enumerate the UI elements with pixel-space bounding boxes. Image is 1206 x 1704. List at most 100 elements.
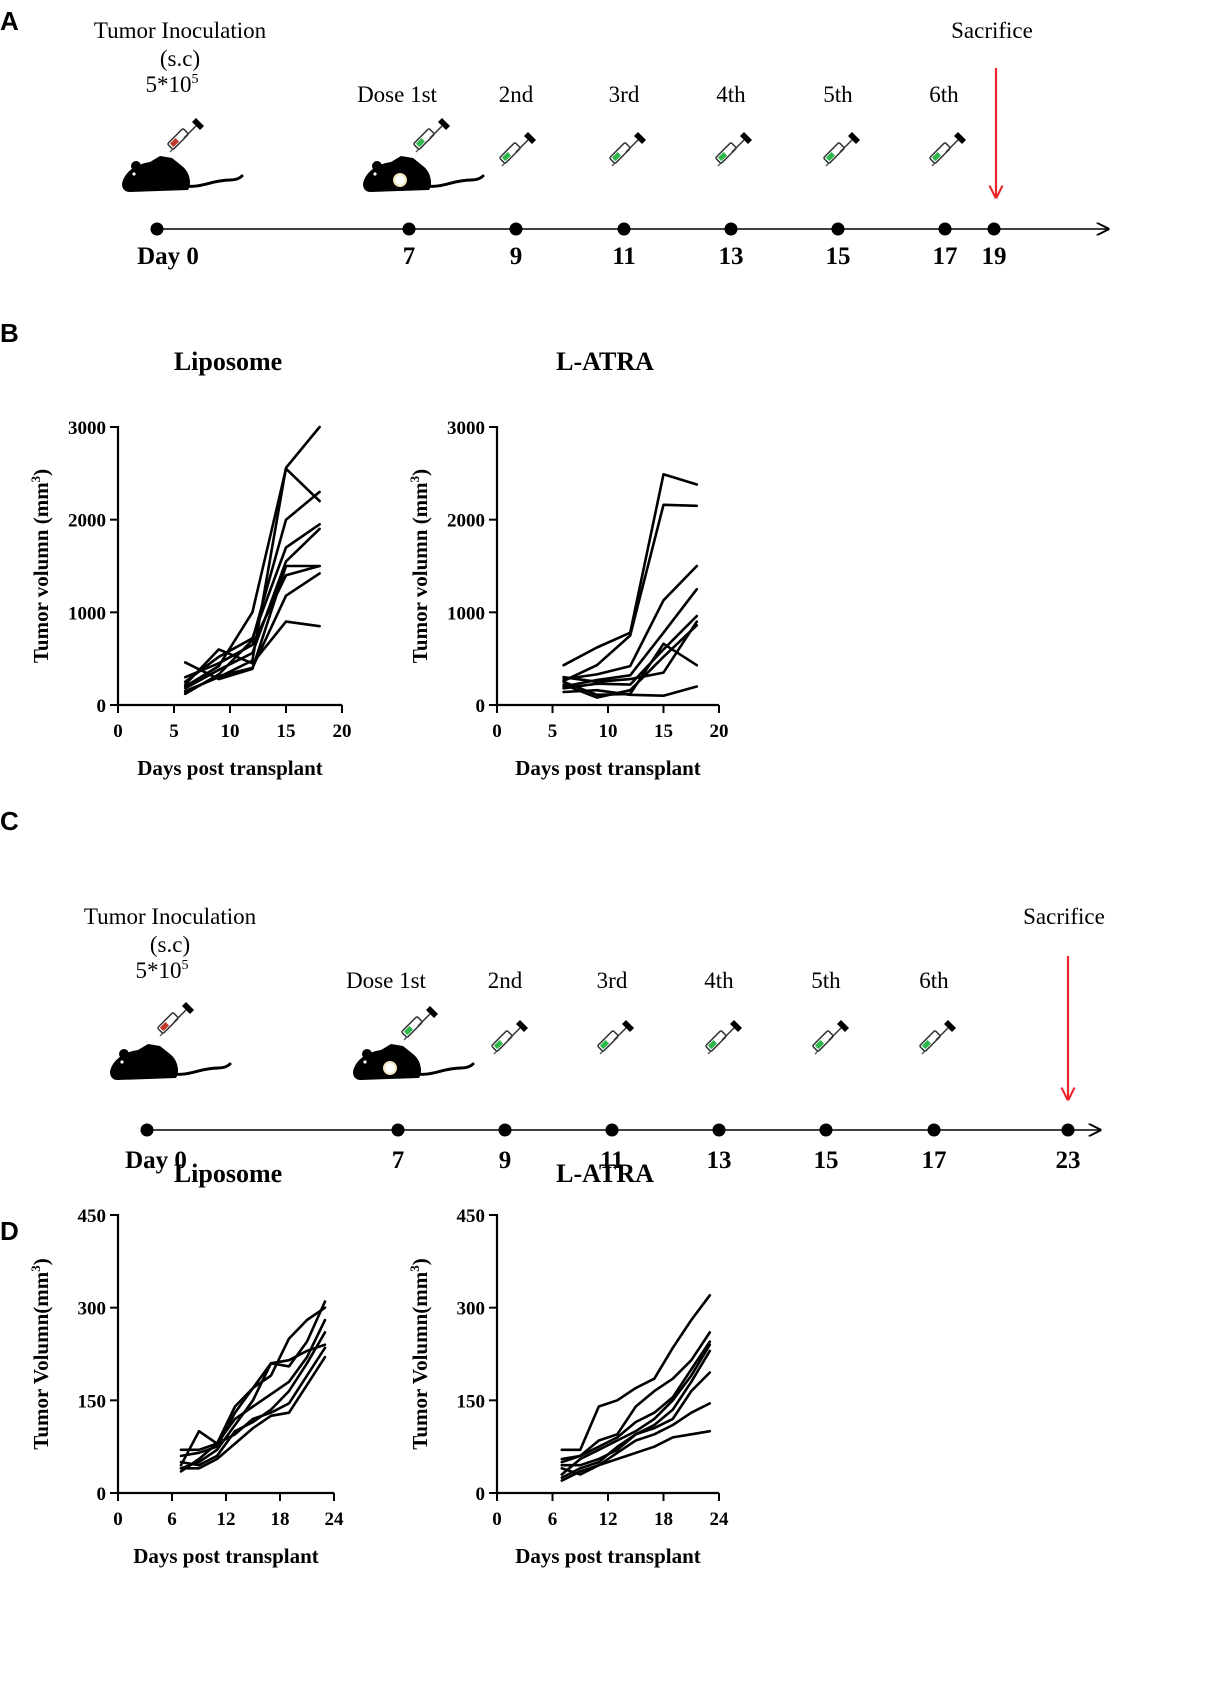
syringe-icon <box>596 1019 635 1055</box>
syringe-icon <box>928 131 967 167</box>
series-line-m4 <box>560 1343 712 1476</box>
chart-title: L-ATRA <box>556 1159 654 1188</box>
dose-label-2: 2nd <box>499 82 534 107</box>
timeline-dot <box>498 1123 512 1137</box>
panel-letter-c: C <box>0 806 19 836</box>
day-label: 11 <box>600 1147 624 1174</box>
series-line-m8 <box>183 572 321 694</box>
series-line-m3 <box>179 1343 327 1470</box>
timeline-dot <box>140 1123 154 1137</box>
timeline-dot <box>987 222 1001 236</box>
y-tick-label: 0 <box>97 1484 107 1505</box>
dose-label-5: 5th <box>811 968 841 993</box>
series-line-m1 <box>560 1294 712 1452</box>
x-tick-label: 12 <box>599 1509 618 1530</box>
timeline-dot <box>391 1123 405 1137</box>
series-line-m2 <box>560 1331 712 1461</box>
dose-label-4: 4th <box>716 82 746 107</box>
x-tick-label: 5 <box>169 721 179 742</box>
mouse-icon <box>108 1042 232 1082</box>
syringe-icon <box>490 1019 529 1055</box>
syringe-icon <box>714 131 753 167</box>
syringe-icon <box>811 1019 850 1055</box>
inoculation-base: 5*10 <box>146 72 192 97</box>
series-line-m4 <box>562 587 699 688</box>
inoculation-line1: Tumor Inoculation <box>94 18 267 43</box>
x-tick-label: 20 <box>710 721 729 742</box>
y-axis-label-main: Tumor Volumn(mm <box>408 1271 432 1449</box>
dose-label-1: Dose 1st <box>357 82 437 107</box>
chart-latra-b: L-ATRA 0 1000 2000 3000 0 5 10 15 20 Days post tra… <box>407 347 729 780</box>
timeline-dot <box>605 1123 619 1137</box>
series-line-m4 <box>183 522 321 684</box>
x-tick-label: 5 <box>548 721 558 742</box>
dose-label-5: 5th <box>823 82 853 107</box>
panel-letter-a: A <box>0 6 19 36</box>
series-line-m9 <box>183 620 321 686</box>
day-label: 13 <box>707 1147 732 1174</box>
y-tick-label: 300 <box>457 1299 486 1320</box>
timeline-dot <box>724 222 738 236</box>
dose-label-6: 6th <box>929 82 959 107</box>
dose-label-6: 6th <box>919 968 949 993</box>
series-line-m9 <box>562 623 699 699</box>
tumor-mark <box>393 173 407 187</box>
y-tick-label: 450 <box>457 1206 486 1227</box>
x-tick-label: 12 <box>217 1509 236 1530</box>
x-axis-label: Days post transplant <box>137 756 323 780</box>
dose-label-3: 3rd <box>597 968 628 993</box>
inoculation-line2: (s.c) <box>160 46 200 71</box>
x-tick-label: 0 <box>492 721 502 742</box>
y-axis-label-tail: ) <box>408 469 432 476</box>
x-tick-label: 10 <box>599 721 618 742</box>
day-label: 17 <box>922 1147 947 1174</box>
y-tick-label: 3000 <box>447 418 485 439</box>
series-line-m5 <box>179 1331 327 1467</box>
y-axis-label-sup: 3 <box>28 475 43 482</box>
mouse-icon <box>351 1042 475 1082</box>
y-tick-label: 2000 <box>68 511 106 532</box>
y-axis-label-sup: 3 <box>407 475 422 482</box>
y-axis-label: Tumor volumn (mm3) <box>407 469 432 663</box>
sacrifice-label: Sacrifice <box>951 18 1033 43</box>
timeline-dot <box>819 1123 833 1137</box>
series-line-m3 <box>562 564 699 681</box>
x-tick-label: 15 <box>277 721 296 742</box>
x-axis-label: Days post transplant <box>515 756 701 780</box>
timeline-dot <box>712 1123 726 1137</box>
y-tick-label: 1000 <box>447 603 485 624</box>
series-line-m6 <box>560 1371 712 1479</box>
series-line-m8 <box>562 685 699 698</box>
syringe-icon <box>412 117 451 153</box>
series-line-m8 <box>560 1429 712 1482</box>
x-tick-label: 24 <box>710 1509 730 1530</box>
inoculation-exponent: 5 <box>192 72 199 87</box>
y-axis-label-main: Tumor Volumn(mm <box>29 1271 53 1449</box>
y-axis-label-sup: 3 <box>28 1265 43 1272</box>
x-tick-label: 20 <box>333 721 352 742</box>
y-axis-label-main: Tumor volumn (mm <box>408 482 432 663</box>
syringe-icon <box>498 131 537 167</box>
timeline-dot <box>938 222 952 236</box>
panel-a: A Tumor Inoculation (s.c) 5*105 Dose 1st… <box>0 6 1108 270</box>
y-tick-label: 450 <box>78 1206 107 1227</box>
timeline-dot <box>150 222 164 236</box>
y-tick-label: 0 <box>97 696 107 717</box>
day-label: 7 <box>403 243 416 270</box>
series-line-m7 <box>562 620 699 684</box>
chart-liposome-b: Liposome 0 1000 2000 3000 0 5 10 15 20 Days post t… <box>28 347 352 780</box>
syringe-icon <box>704 1019 743 1055</box>
chart-liposome-d: Liposome 0 150 300 450 0 6 12 18 24 Days post tran… <box>28 1159 344 1568</box>
timeline-dot <box>831 222 845 236</box>
day-label: Day 0 <box>137 243 199 270</box>
x-axis-label: Days post transplant <box>515 1544 701 1568</box>
day-label: 17 <box>933 243 958 270</box>
mouse-icon <box>120 154 244 194</box>
x-tick-label: 6 <box>167 1509 177 1530</box>
series-line-m5 <box>562 614 699 690</box>
timeline-dot <box>927 1123 941 1137</box>
chart-title: L-ATRA <box>556 347 654 376</box>
syringe-icon <box>822 131 861 167</box>
dose-label-1: Dose 1st <box>346 968 426 993</box>
inoculation-line3: 5*105 <box>136 958 189 983</box>
